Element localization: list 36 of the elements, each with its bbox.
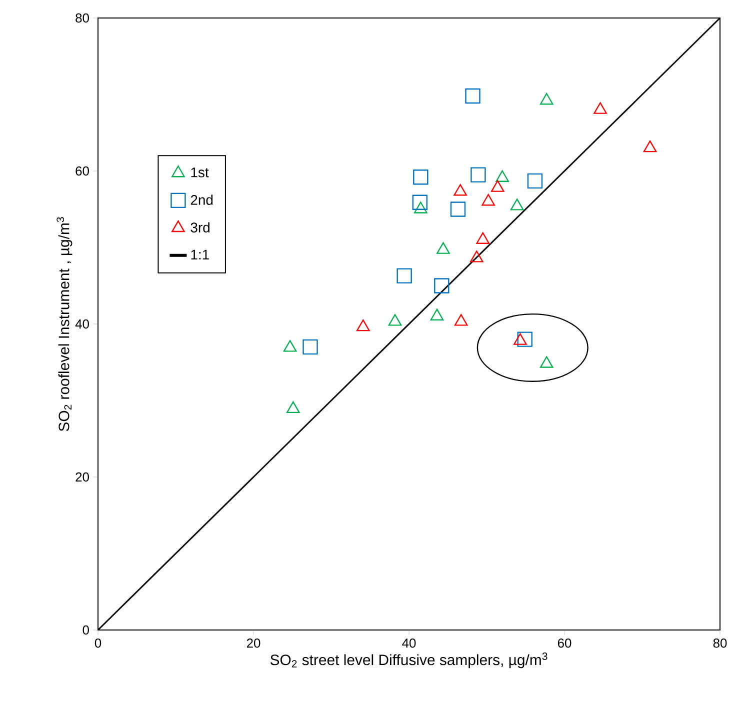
point	[510, 198, 524, 210]
point	[454, 314, 468, 326]
point	[454, 184, 467, 196]
x-axis-title: SO$_{2}$ street level Diffusive samplers, µg/m$^{3}$	[270, 652, 548, 668]
legend-label: 2nd	[190, 194, 213, 205]
y-tick-label: 20	[76, 472, 89, 482]
legend-label: 3rd	[190, 222, 210, 232]
x-tick-label: 40	[402, 638, 416, 648]
x-tick-label: 60	[558, 638, 572, 648]
y-tick-label: 60	[76, 166, 89, 176]
point	[540, 93, 554, 105]
point	[470, 250, 484, 262]
point	[540, 356, 554, 368]
point	[514, 333, 527, 345]
point	[594, 102, 607, 114]
point	[283, 340, 297, 352]
y-tick-label: 40	[75, 319, 89, 329]
legend-label: 1st	[191, 168, 209, 178]
point	[414, 202, 428, 214]
x-tick-label: 0	[94, 638, 102, 648]
point	[482, 194, 495, 206]
x-tick-label: 80	[713, 638, 727, 648]
point	[286, 401, 300, 414]
point	[476, 232, 490, 244]
legend-label: 1:1	[191, 250, 209, 260]
point	[388, 314, 402, 326]
point	[356, 319, 370, 332]
y-tick-label: 80	[76, 13, 89, 23]
x-tick-label: 20	[246, 638, 260, 648]
point	[496, 170, 509, 182]
point	[490, 180, 504, 192]
y-tick-label: 0	[82, 625, 89, 635]
point	[436, 242, 450, 254]
y-axis-title: SO$_{2}$ rooflevel Instrument , µg/m$^{3}$	[56, 217, 72, 432]
point	[430, 308, 444, 320]
point	[643, 140, 657, 152]
